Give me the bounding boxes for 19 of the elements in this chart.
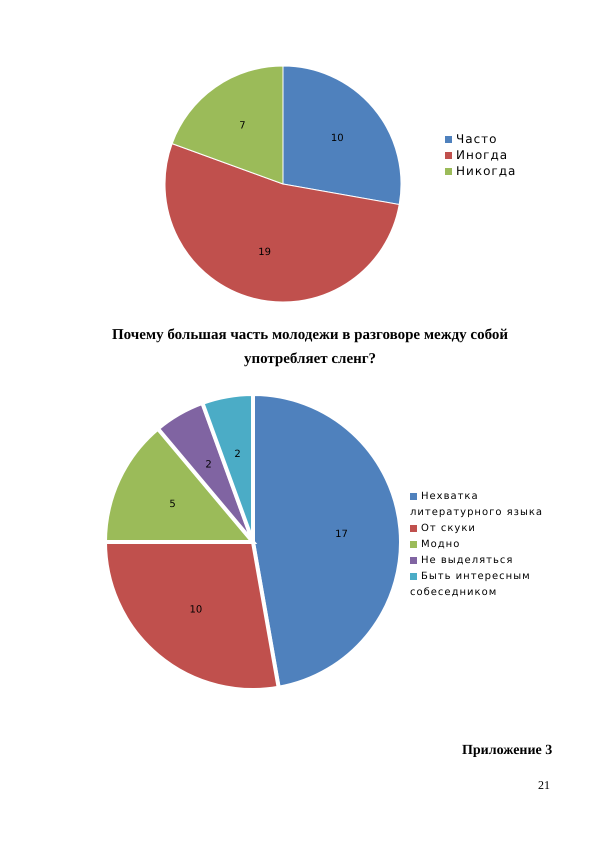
legend-label: Модно [421, 539, 460, 550]
legend-label: Нехватка литературного языка [410, 491, 544, 518]
legend-label: Часто [456, 132, 498, 146]
data-label: 17 [335, 528, 348, 540]
data-label: 19 [258, 246, 272, 258]
data-label: 2 [234, 449, 241, 460]
data-label: 5 [169, 498, 176, 510]
data-label: 10 [190, 604, 202, 616]
text: 21 [538, 778, 550, 793]
legend-label: Никогда [456, 164, 516, 178]
legend-label: Быть интересным собеседником [410, 571, 531, 598]
legend-label: Не выделяться [421, 555, 514, 566]
data-label: 2 [205, 460, 212, 471]
legend-label: Иногда [456, 148, 508, 162]
data-label: 10 [330, 132, 344, 144]
text: Приложение 3 [462, 743, 552, 759]
legend-label: От скуки [421, 523, 476, 534]
chart-title: Почему большая часть молодежи в разговоре между собой употребляет сленг? [110, 326, 510, 369]
data-label: 7 [239, 120, 246, 132]
